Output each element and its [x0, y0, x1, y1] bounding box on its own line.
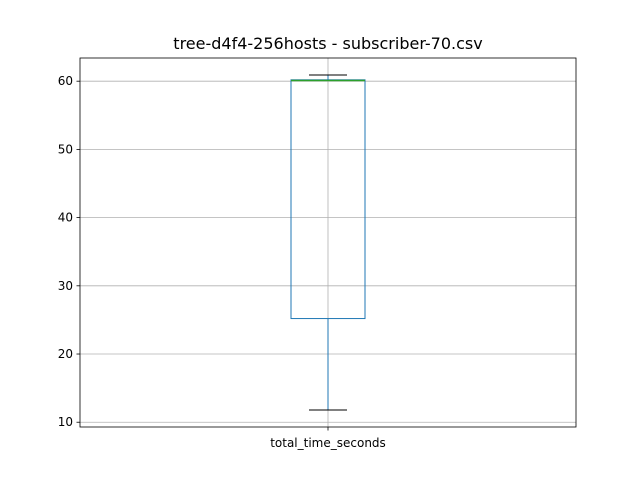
x-tick-label: total_time_seconds [270, 436, 386, 450]
y-tick-label: 30 [58, 279, 73, 293]
axes-frame [79, 57, 577, 428]
y-tick-label: 40 [58, 211, 73, 225]
y-tick-label: 10 [58, 415, 73, 429]
plot-area: 10 20 30 40 50 60 total_time_seconds [58, 57, 577, 450]
y-tick-label: 20 [58, 347, 73, 361]
chart-title: tree-d4f4-256hosts - subscriber-70.csv [173, 34, 482, 53]
y-tick-label: 60 [58, 74, 73, 88]
y-tick-label: 50 [58, 142, 73, 156]
